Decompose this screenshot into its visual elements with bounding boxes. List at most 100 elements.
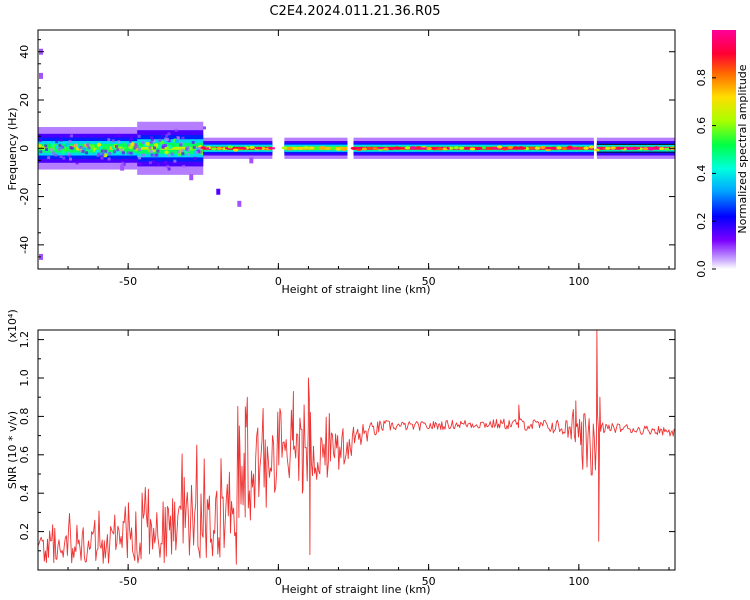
heatmap-cell — [164, 150, 169, 155]
snr-ytick-label: 1.0 — [18, 369, 31, 387]
heatmap-scatter-cell — [104, 149, 108, 153]
heatmap-cell — [410, 146, 416, 150]
heatmap-scatter-cell — [66, 152, 70, 156]
heatmap-peak-cell — [599, 147, 603, 150]
heatmap-scatter-cell — [129, 137, 133, 141]
heatmap-scatter-cell — [195, 151, 199, 155]
colorbar-tick-label: 0.6 — [695, 117, 708, 135]
colorbar-tick-label: 0.2 — [695, 212, 708, 230]
heatmap-cell — [200, 146, 207, 150]
heatmap-scatter-cell — [161, 145, 165, 149]
heatmap-scatter-cell — [68, 157, 72, 161]
heatmap-ytick-label: 0 — [18, 145, 31, 152]
heatmap-scatter-cell — [174, 128, 178, 132]
snr-panel: -50 0 50 100 0.2 0.4 0.6 0.8 1.0 1.2 Height of st… — [6, 309, 676, 596]
heatmap-ylabel: Frequency (Hz) — [6, 108, 19, 191]
heatmap-cell — [588, 145, 595, 149]
heatmap-cell — [308, 146, 315, 150]
heatmap-scatter-cell — [166, 165, 170, 169]
heatmap-cell — [227, 145, 234, 149]
heatmap-cell — [539, 145, 546, 149]
heatmap-scatter-cell — [55, 140, 59, 144]
heatmap-scatter-cell — [170, 152, 174, 156]
heatmap-scatter-cell — [59, 154, 63, 158]
snr-ytick-label: 0.4 — [18, 484, 31, 502]
heatmap-scatter-cell — [117, 140, 121, 144]
heatmap-peak-cell — [398, 147, 405, 150]
heatmap-ytick-label: 40 — [18, 45, 31, 59]
heatmap-xtick-label: 50 — [422, 275, 436, 288]
heatmap-scatter-cell — [116, 148, 120, 152]
heatmap-scatter-cell — [167, 167, 171, 171]
heatmap-cell — [642, 147, 649, 151]
heatmap-scatter-cell — [107, 138, 111, 142]
heatmap-peak-cell — [519, 147, 527, 150]
heatmap-ticks: -50 0 50 100 -40 -20 0 20 40 — [18, 30, 675, 288]
heatmap-outlier — [237, 200, 242, 207]
snr-xlabel: Height of straight line (km) — [281, 583, 430, 596]
heatmap-cell — [124, 148, 129, 153]
heatmap-scatter-cell — [161, 144, 165, 148]
heatmap-cell — [249, 145, 255, 149]
heatmap-scatter-cell — [70, 134, 74, 138]
snr-xtick-label: 0 — [275, 575, 282, 588]
heatmap-peak-cell — [206, 147, 209, 150]
heatmap-scatter-cell — [154, 153, 158, 157]
heatmap-cell — [216, 146, 223, 150]
heatmap-xtick-label: 0 — [275, 275, 282, 288]
heatmap-cell — [648, 147, 654, 151]
heatmap-peak-cell — [446, 147, 450, 150]
heatmap-scatter-cell — [134, 143, 138, 147]
heatmap-cell — [393, 146, 400, 150]
heatmap-scatter-cell — [164, 161, 168, 165]
heatmap-cell — [292, 146, 299, 150]
heatmap-scatter-cell — [121, 161, 125, 165]
heatmap-cell — [350, 146, 357, 150]
heatmap-scatter-cell — [173, 159, 177, 163]
heatmap-peak-cell — [432, 147, 436, 150]
heatmap-scatter-cell — [113, 150, 117, 154]
heatmap-cell — [324, 146, 331, 150]
heatmap-xlabel: Height of straight line (km) — [281, 283, 430, 296]
heatmap-scatter-cell — [191, 141, 195, 145]
heatmap-peak-cell — [572, 147, 579, 150]
heatmap-scatter-cell — [54, 153, 58, 157]
heatmap-peak-cell — [546, 147, 555, 150]
heatmap-scatter-cell — [84, 151, 88, 155]
heatmap-cell — [512, 146, 519, 150]
heatmap-scatter-cell — [81, 149, 85, 153]
heatmap-scatter-cell — [114, 144, 118, 148]
heatmap-content — [38, 48, 675, 260]
heatmap-scatter-cell — [166, 137, 170, 141]
heatmap-scatter-cell — [156, 149, 160, 153]
heatmap-scatter-cell — [70, 146, 74, 150]
heatmap-cell — [534, 146, 541, 150]
figure-title: C2E4.2024.011.21.36.R05 — [269, 4, 440, 19]
heatmap-scatter-cell — [44, 147, 48, 151]
heatmap-peak-cell — [356, 147, 362, 150]
heatmap-scatter-cell — [165, 134, 169, 138]
heatmap-scatter-cell — [100, 149, 104, 153]
heatmap-cell — [335, 147, 342, 151]
snr-ytick-label: 0.2 — [18, 523, 31, 541]
heatmap-scatter-cell — [47, 156, 51, 160]
heatmap-cell — [507, 146, 514, 150]
heatmap-cell — [90, 144, 95, 149]
heatmap-cell — [46, 143, 51, 148]
heatmap-cell — [388, 147, 395, 151]
heatmap-scatter-cell — [158, 138, 162, 142]
heatmap-outlier — [39, 72, 44, 79]
snr-frame — [37, 329, 676, 571]
heatmap-scatter-cell — [152, 160, 156, 164]
heatmap-scatter-cell — [167, 132, 171, 136]
heatmap-scatter-cell — [199, 150, 203, 154]
heatmap-scatter-cell — [62, 156, 66, 160]
heatmap-scatter-cell — [176, 136, 180, 140]
heatmap-cell — [341, 147, 347, 151]
heatmap-scatter-cell — [192, 145, 196, 149]
heatmap-outlier — [39, 253, 44, 260]
heatmap-scatter-cell — [182, 164, 186, 168]
heatmap-scatter-cell — [75, 161, 79, 165]
heatmap-scatter-cell — [153, 146, 157, 150]
